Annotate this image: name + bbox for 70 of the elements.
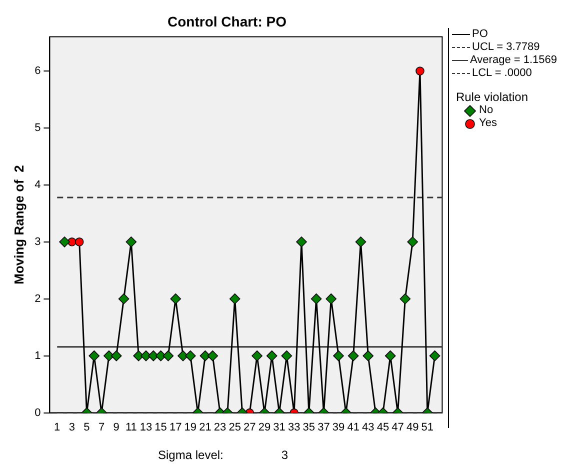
x-tick-label: 19 (184, 421, 197, 434)
point (333, 350, 344, 362)
x-tick-label: 33 (288, 421, 300, 434)
point (296, 236, 307, 248)
legend-label: Average = 1.1569 (470, 54, 557, 67)
x-tick-label: 31 (273, 421, 286, 434)
legend-label: No (479, 104, 494, 117)
x-tick-label: 1 (54, 421, 60, 434)
x-tick-label: 17 (169, 421, 182, 434)
x-tick-label: 15 (154, 421, 167, 434)
legend-title: Rule violation (454, 90, 530, 104)
point (266, 350, 278, 362)
y-tick-label: 1 (34, 350, 41, 362)
y-tick-label: 0 (34, 406, 41, 419)
y-tick-label: 4 (34, 178, 41, 191)
x-tick-label: 39 (332, 421, 345, 434)
y-axis-title: Moving Range of 2 (11, 165, 26, 284)
x-tick-label: 23 (214, 421, 226, 434)
x-tick-label: 25 (228, 421, 241, 434)
x-tick-label: 37 (318, 421, 330, 434)
point (126, 236, 137, 248)
x-tick-label: 43 (362, 421, 374, 434)
point (185, 350, 196, 362)
point (207, 350, 218, 362)
point (355, 236, 366, 248)
x-tick-label: 21 (199, 421, 212, 434)
x-tick-label: 7 (98, 421, 105, 434)
point (229, 293, 240, 304)
point (348, 350, 359, 362)
x-tick-label: 45 (376, 421, 390, 434)
x-tick-label: 35 (302, 421, 316, 434)
point (252, 350, 262, 362)
point (400, 293, 411, 304)
point (110, 350, 122, 362)
point (326, 293, 337, 304)
x-tick-label: 13 (140, 421, 152, 434)
point (88, 350, 100, 362)
point (74, 237, 84, 246)
point (170, 293, 182, 304)
point (162, 350, 174, 362)
x-tick-label: 27 (244, 421, 256, 434)
point (407, 236, 418, 248)
x-tick-label: 51 (421, 421, 434, 434)
x-tick-label: 29 (258, 421, 271, 434)
x-tick-label: 9 (113, 421, 120, 434)
point (384, 350, 396, 362)
x-tick-label: 47 (392, 421, 404, 434)
text: 3 (281, 448, 288, 462)
point (310, 293, 322, 304)
point (118, 293, 130, 304)
y-tick-label: 6 (34, 65, 41, 78)
x-tick-label: 5 (84, 421, 90, 434)
legend-label: LCL = .0000 (472, 67, 532, 80)
legend-label: PO (472, 28, 488, 41)
chart-title: Control Chart: PO (168, 13, 287, 30)
point (362, 350, 374, 362)
point (429, 350, 440, 362)
point (59, 236, 70, 248)
y-tick-label: 5 (34, 122, 41, 134)
y-tick-label: 2 (34, 292, 41, 305)
y-tick-label: 3 (34, 236, 41, 248)
point (281, 350, 292, 362)
x-tick-label: 11 (125, 421, 137, 434)
legend-label: UCL = 3.7789 (472, 41, 540, 54)
x-tick-label: 3 (68, 421, 75, 434)
legend-label: Yes (479, 117, 497, 130)
x-tick-label: 49 (406, 421, 419, 434)
point (148, 350, 159, 362)
x-axis-title: Sigma level: (158, 448, 224, 462)
x-tick-label: 41 (347, 421, 360, 434)
